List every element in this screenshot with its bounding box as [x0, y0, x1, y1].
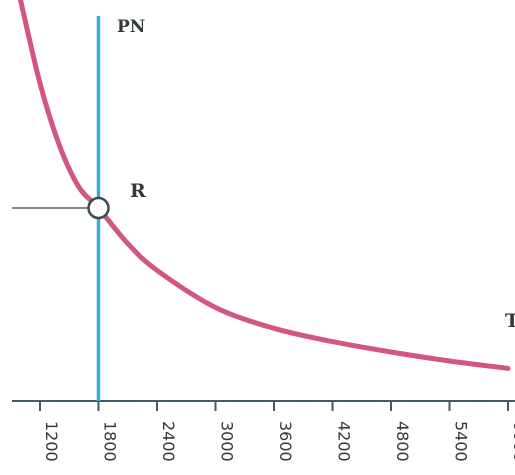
vertical-line-label: PN: [117, 17, 145, 37]
x-tick-label: 1800: [101, 421, 120, 462]
curve-end-label: T: [505, 310, 515, 332]
x-tick-label: 4800: [393, 421, 412, 462]
x-tick-label: 3000: [218, 421, 237, 462]
x-tick-label: 1200: [42, 421, 61, 462]
plot-marks: 1200 1800 2400 3000 3600 4200 4800 5400 6000: [12, 0, 515, 462]
marker-point-r: [87, 196, 110, 220]
point-label-r: R: [130, 180, 146, 202]
x-tick-label: 2400: [159, 421, 178, 462]
x-tick-label: 4200: [335, 421, 354, 462]
x-tick-label: 3600: [276, 421, 295, 462]
x-tick-label: 6000: [510, 421, 515, 462]
x-tick-label: 5400: [452, 421, 471, 462]
series-curve: [18, 0, 511, 371]
